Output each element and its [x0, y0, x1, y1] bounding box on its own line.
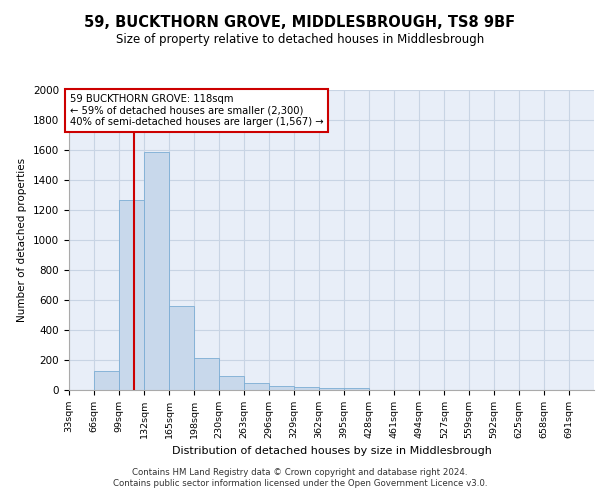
Text: Contains HM Land Registry data © Crown copyright and database right 2024.
Contai: Contains HM Land Registry data © Crown c…	[113, 468, 487, 487]
Bar	[319, 388, 344, 390]
Bar	[194, 358, 218, 390]
X-axis label: Distribution of detached houses by size in Middlesbrough: Distribution of detached houses by size …	[172, 446, 491, 456]
Y-axis label: Number of detached properties: Number of detached properties	[17, 158, 28, 322]
Bar	[269, 386, 294, 390]
Bar	[119, 200, 144, 390]
Bar	[244, 383, 269, 390]
Bar	[94, 370, 119, 390]
Bar	[169, 306, 194, 390]
Bar	[218, 376, 244, 390]
Bar	[144, 152, 169, 390]
Text: 59 BUCKTHORN GROVE: 118sqm
← 59% of detached houses are smaller (2,300)
40% of s: 59 BUCKTHORN GROVE: 118sqm ← 59% of deta…	[70, 94, 323, 127]
Bar	[294, 387, 319, 390]
Text: Size of property relative to detached houses in Middlesbrough: Size of property relative to detached ho…	[116, 32, 484, 46]
Bar	[344, 388, 369, 390]
Text: 59, BUCKTHORN GROVE, MIDDLESBROUGH, TS8 9BF: 59, BUCKTHORN GROVE, MIDDLESBROUGH, TS8 …	[85, 15, 515, 30]
